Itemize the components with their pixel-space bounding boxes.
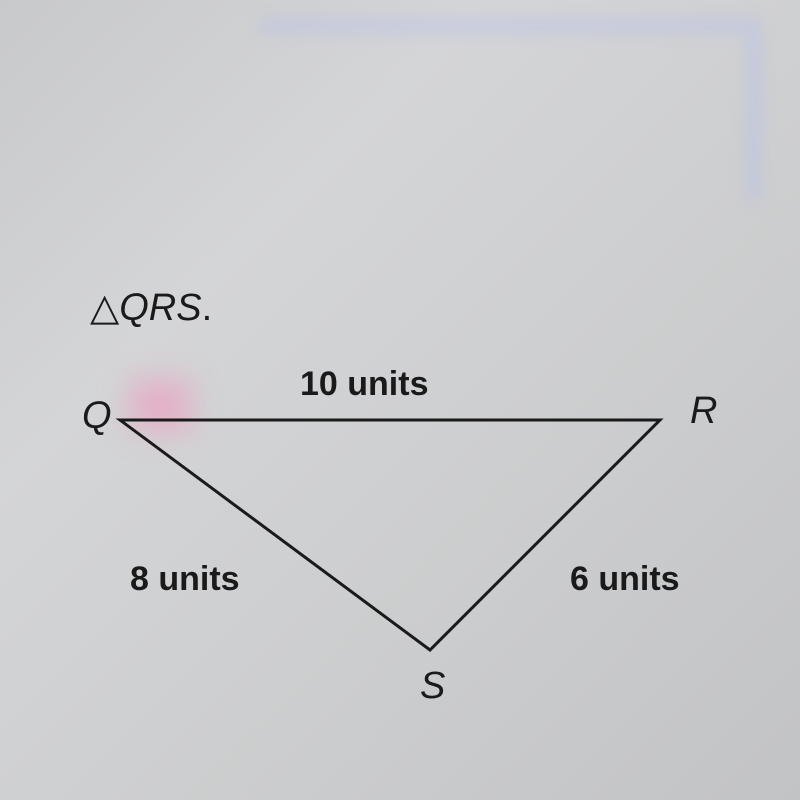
triangle-symbol: △ bbox=[90, 287, 119, 329]
side-qs-label: 8 units bbox=[130, 560, 240, 599]
triangle-title: △QRS. bbox=[90, 285, 212, 330]
side-rs-label: 6 units bbox=[570, 560, 680, 599]
triangle-diagram bbox=[100, 400, 700, 700]
side-qr-label: 10 units bbox=[300, 365, 428, 404]
title-period: . bbox=[202, 287, 213, 329]
triangle-shape bbox=[120, 420, 660, 650]
screen-glare-blue bbox=[260, 20, 760, 200]
vertex-s-label: S bbox=[420, 665, 445, 708]
triangle-name: QRS bbox=[119, 287, 201, 329]
